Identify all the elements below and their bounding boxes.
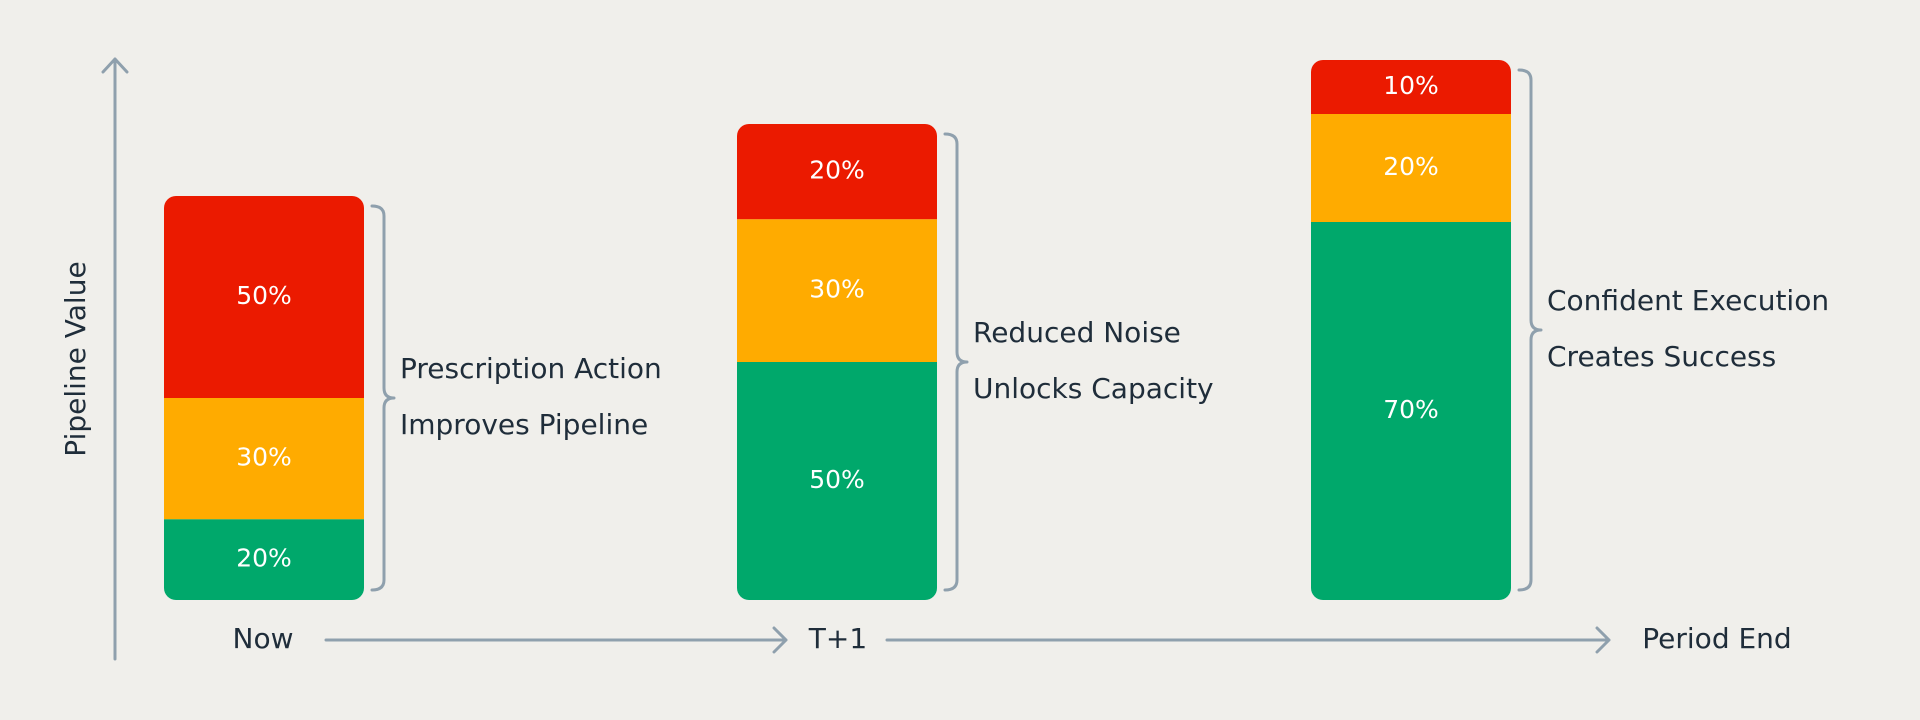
bar-stack	[737, 124, 937, 600]
bar-segment	[164, 196, 364, 398]
x-tick-label: Period End	[1642, 622, 1791, 655]
value-label: 50%	[809, 465, 865, 494]
x-tick-label: Now	[233, 622, 294, 655]
annotation: Improves Pipeline	[400, 408, 648, 441]
bar-segment	[1311, 222, 1511, 600]
bar-segment	[737, 362, 937, 600]
annotation: Confident Execution	[1547, 284, 1829, 317]
annotation: Unlocks Capacity	[973, 372, 1214, 405]
bar-segment	[164, 398, 364, 520]
value-label: 20%	[1383, 152, 1439, 181]
value-label: 30%	[236, 443, 292, 472]
timeline-arrow	[885, 626, 1611, 654]
annotation: Reduced Noise	[973, 316, 1181, 349]
value-label: 70%	[1383, 395, 1439, 424]
annotation: Prescription Action	[400, 352, 662, 385]
brace	[1517, 68, 1543, 592]
timeline-arrow	[324, 626, 788, 654]
bar-segment	[737, 219, 937, 362]
value-label: 50%	[236, 281, 292, 310]
value-label: 20%	[809, 156, 865, 185]
annotation: Creates Success	[1547, 340, 1776, 373]
bar-stack	[1311, 60, 1511, 600]
value-label: 30%	[809, 275, 865, 304]
y-axis	[101, 57, 129, 661]
y-axis-label: Pipeline Value	[59, 261, 92, 456]
bar-segment	[1311, 60, 1511, 114]
brace	[370, 204, 396, 592]
bar-segment	[1311, 114, 1511, 222]
bar-stack	[164, 196, 364, 600]
x-tick-label: T+1	[808, 622, 867, 655]
bar-segment	[164, 519, 364, 600]
brace	[943, 132, 969, 592]
bar-segment	[737, 124, 937, 220]
value-label: 20%	[236, 544, 292, 573]
value-label: 10%	[1383, 71, 1439, 100]
